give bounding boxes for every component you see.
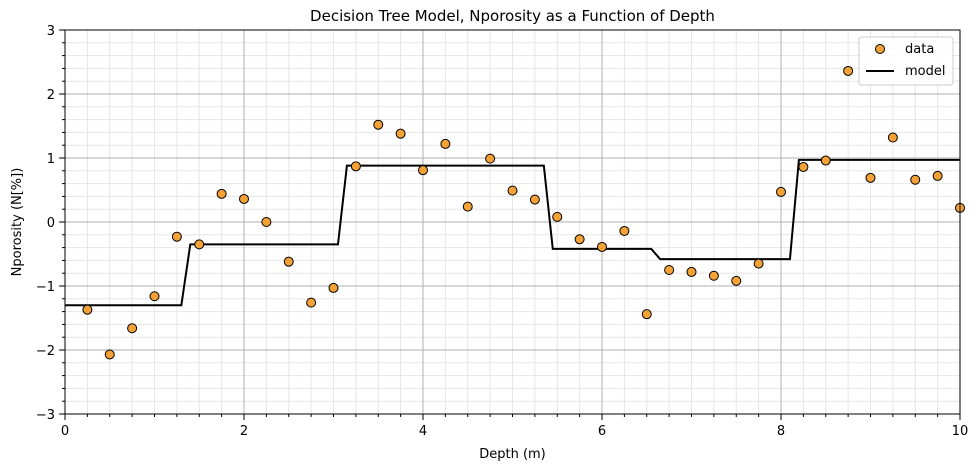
data-point <box>731 275 742 286</box>
legend: data model <box>858 36 954 86</box>
data-point <box>776 186 786 197</box>
data-point <box>507 185 518 196</box>
data-point <box>171 231 182 242</box>
data-point <box>708 270 719 281</box>
data-point <box>104 349 115 360</box>
data-point <box>418 165 428 176</box>
y-tick-label: 0 <box>47 216 55 231</box>
data-point <box>239 193 249 204</box>
data-point <box>641 309 652 320</box>
x-tick-label: 4 <box>419 424 427 439</box>
data-point <box>597 241 607 252</box>
model-series <box>65 158 960 307</box>
data-point <box>843 65 854 76</box>
data-point <box>865 172 876 183</box>
data-point <box>574 234 585 245</box>
data-point <box>932 170 943 181</box>
x-tick-label: 8 <box>777 424 785 439</box>
data-point <box>664 265 675 275</box>
y-axis-label: Nporosity (N[%]) <box>10 168 25 277</box>
axis-ticks: 0 2 4 6 8 10 −3 −2 −1 0 1 2 3 <box>36 24 968 439</box>
legend-data-label: data <box>905 42 934 57</box>
data-point <box>619 225 630 236</box>
x-tick-label: 6 <box>598 424 606 439</box>
legend-data-marker <box>875 44 885 54</box>
data-point <box>440 138 451 149</box>
x-tick-label: 2 <box>240 424 248 439</box>
y-tick-label: −1 <box>36 280 55 295</box>
data-point <box>283 256 294 267</box>
data-series <box>82 65 965 360</box>
data-point <box>216 188 227 199</box>
data-point <box>395 128 406 139</box>
y-tick-label: 3 <box>47 24 55 39</box>
data-point <box>910 174 921 185</box>
data-point <box>328 282 339 293</box>
data-point <box>127 323 138 334</box>
data-point <box>194 239 205 250</box>
data-point <box>462 201 473 212</box>
chart-title: Decision Tree Model, Nporosity as a Func… <box>310 7 715 25</box>
x-axis-label: Depth (m) <box>479 447 546 462</box>
data-point <box>753 258 764 269</box>
data-point <box>552 211 563 222</box>
data-point <box>261 217 272 227</box>
y-tick-label: −2 <box>36 344 55 359</box>
legend-model-label: model <box>905 64 945 79</box>
model-line <box>65 158 960 307</box>
data-point <box>82 304 93 315</box>
data-point <box>686 266 697 277</box>
data-point <box>529 194 540 205</box>
x-tick-label: 0 <box>61 424 69 439</box>
data-point <box>798 161 809 172</box>
data-point <box>485 153 496 164</box>
data-point <box>887 132 898 143</box>
data-point <box>149 291 160 302</box>
y-tick-label: −3 <box>36 408 55 423</box>
data-point <box>306 297 317 308</box>
y-tick-label: 2 <box>47 88 55 103</box>
data-point <box>350 161 361 172</box>
data-point <box>820 155 831 166</box>
data-point <box>373 119 384 130</box>
y-tick-label: 1 <box>47 152 55 167</box>
x-tick-label: 10 <box>952 424 969 439</box>
